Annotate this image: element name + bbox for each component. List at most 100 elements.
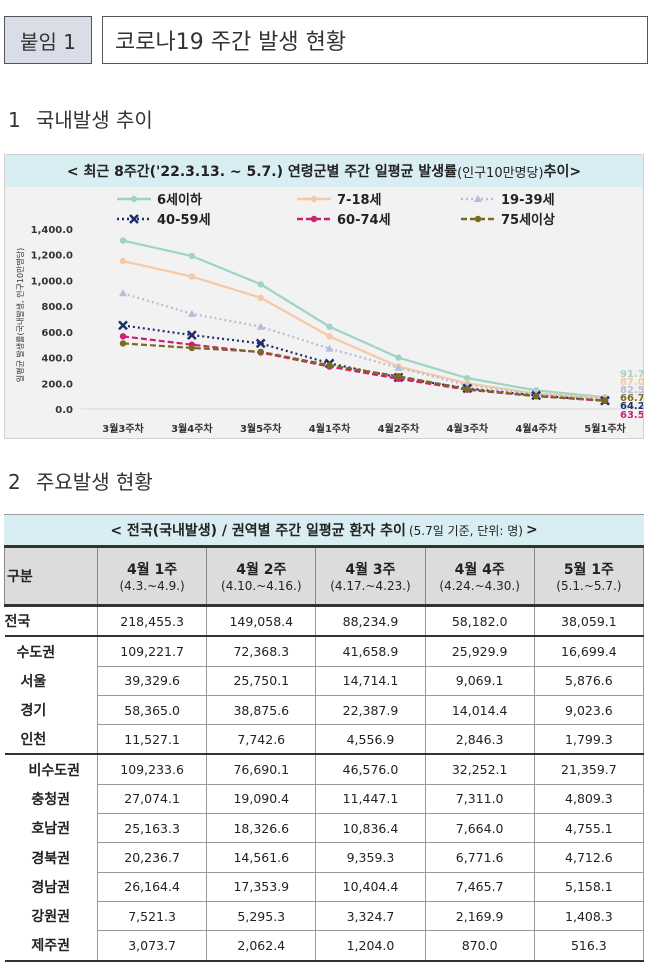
- data-point: [119, 237, 127, 244]
- row-label: 충청권: [31, 791, 71, 808]
- table-row: 경북권 20,236.7 14,561.6 9,359.3 6,771.6 4,712.6: [5, 842, 645, 873]
- data-point: [326, 362, 333, 369]
- data-point: [257, 348, 264, 355]
- table-cell: 27,074.1: [96, 783, 208, 815]
- y-axis-label: 일평균 발생률(국내발생, 인구10만명당): [15, 248, 25, 382]
- data-point: [119, 289, 127, 297]
- row-label: 경기: [20, 703, 47, 720]
- column-header: 4월 2주 (4.10.~4.16.): [206, 545, 317, 607]
- table-cell: 18,326.6: [206, 813, 317, 844]
- data-point: [326, 333, 333, 340]
- data-point: [395, 354, 402, 361]
- table-row: 인천 11,527.1 7,742.6 4,556.9 2,846.3 1,799.3: [5, 724, 645, 755]
- table-cell: 218,455.3: [96, 605, 208, 638]
- data-point: [464, 385, 471, 393]
- x-tick-label: 3월3주차: [102, 422, 144, 435]
- table-cell: 21,359.7: [533, 753, 645, 785]
- row-label: 비수도권: [4, 753, 98, 785]
- table-cell: 5,295.3: [206, 900, 317, 932]
- data-point: [325, 344, 334, 352]
- data-point: [394, 363, 403, 371]
- table-cell: 5,158.1: [533, 871, 645, 902]
- row-label: 강원권: [31, 909, 71, 926]
- table-cell: 5,876.6: [533, 665, 645, 696]
- section-title: 국내발생 추이: [36, 108, 153, 132]
- table-row: 경남권 26,164.4 17,353.9 10,404.4 7,465.7 5,158.…: [5, 871, 645, 902]
- legend-label: 40-59세: [157, 213, 211, 228]
- data-point: [119, 340, 127, 347]
- table-row: 서울 39,329.6 25,750.1 14,714.1 9,069.1 5,876.6: [5, 665, 645, 696]
- y-tick-label: 200.0: [41, 379, 73, 390]
- y-tick-label: 1,200.0: [31, 251, 73, 262]
- data-point: [256, 322, 265, 330]
- chart-title-end: 추이>: [543, 164, 582, 180]
- table-cell: 4,712.6: [533, 842, 645, 873]
- table-cell: 9,023.6: [533, 694, 645, 726]
- row-label: 경북권: [31, 850, 71, 867]
- table-cell: 3,073.7: [96, 930, 208, 962]
- x-tick-label: 5월1주차: [584, 422, 626, 435]
- legend-label: 75세이상: [501, 212, 555, 228]
- table-cell: 109,221.7: [96, 635, 208, 667]
- table-cell: 25,750.1: [206, 665, 317, 696]
- x-tick-label: 4월2주차: [378, 422, 420, 435]
- y-tick-label: 800.0: [41, 302, 73, 313]
- end-value-label: 63.5: [620, 410, 643, 421]
- table-cell: 25,163.3: [96, 813, 208, 844]
- table-cell: 46,576.0: [315, 753, 426, 785]
- data-point: [255, 338, 266, 349]
- table-cell: 2,062.4: [206, 930, 317, 962]
- data-point: [188, 273, 196, 280]
- end-value-label: 82.5: [620, 385, 643, 396]
- table-cell: 2,169.9: [424, 900, 535, 932]
- table-cell: 1,408.3: [533, 900, 645, 932]
- data-point: [601, 397, 609, 404]
- row-label: 제주권: [4, 930, 98, 962]
- data-point: [257, 294, 264, 301]
- x-tick-label: 3월4주차: [171, 422, 213, 435]
- x-tick-label: 4월1주차: [309, 422, 351, 435]
- table-cell: 1,204.0: [315, 930, 426, 962]
- x-tick-label: 4월3주차: [447, 422, 489, 435]
- table-row: 비수도권 109,233.6 76,690.1 46,576.0 32,252.1 21,…: [4, 753, 645, 785]
- data-point: [532, 392, 540, 400]
- incidence-chart: < 최근 8주간('22.3.13. ~ 5.7.) 연령군별 주간 일평균 발…: [4, 154, 644, 439]
- table-cell: 14,561.6: [206, 842, 317, 873]
- table-title: < 전국(국내발생) / 권역별 주간 일평균 환자 추이 (5.7일 기준, 단…: [4, 514, 644, 545]
- table-cell: 4,755.1: [533, 813, 645, 844]
- y-tick-label: 0.0: [55, 405, 73, 416]
- column-header: 4월 4주 (4.24.~4.30.): [424, 545, 535, 607]
- row-label: 전국: [4, 605, 98, 638]
- table-cell: 10,404.4: [315, 871, 426, 902]
- data-point: [188, 344, 196, 352]
- table-cell: 16,699.4: [533, 635, 645, 667]
- patients-table: 구분 4월 1주 (4.3.~4.9.) 4월 2주 (4.10.~4.16.) 4…: [4, 545, 645, 962]
- legend-label: 60-74세: [337, 213, 391, 228]
- data-point: [119, 333, 127, 340]
- table-cell: 4,556.9: [315, 724, 426, 755]
- table-cell: 11,527.1: [96, 724, 208, 755]
- legend-label: 19-39세: [501, 193, 555, 208]
- table-cell: 19,090.4: [206, 783, 317, 815]
- table-cell: 39,329.6: [96, 665, 208, 696]
- series-line: [122, 239, 606, 399]
- table-cell: 20,236.7: [96, 842, 208, 873]
- table-header-row: 구분 4월 1주 (4.3.~4.9.) 4월 2주 (4.10.~4.16.) 4…: [4, 545, 645, 607]
- section-title: 주요발생 현황: [36, 470, 153, 494]
- column-header: 4월 1주 (4.3.~4.9.): [96, 545, 208, 607]
- legend-marker: [130, 195, 138, 203]
- legend-marker: [474, 215, 482, 223]
- section-number: 2: [8, 470, 21, 494]
- legend-marker: [310, 215, 318, 223]
- x-tick-label: 3월5주차: [240, 422, 282, 435]
- table-cell: 76,690.1: [206, 753, 317, 785]
- table-cell: 3,324.7: [315, 900, 426, 932]
- y-tick-label: 1,000.0: [31, 276, 73, 287]
- table-row: 수도권 109,221.7 72,368.3 41,658.9 25,929.9 16,6…: [5, 635, 645, 667]
- row-label: 수도권: [16, 644, 56, 661]
- table-cell: 38,875.6: [206, 694, 317, 726]
- row-label: 경남권: [31, 879, 71, 896]
- data-point: [326, 323, 333, 330]
- table-cell: 10,836.4: [315, 813, 426, 844]
- table-cell: 870.0: [424, 930, 535, 962]
